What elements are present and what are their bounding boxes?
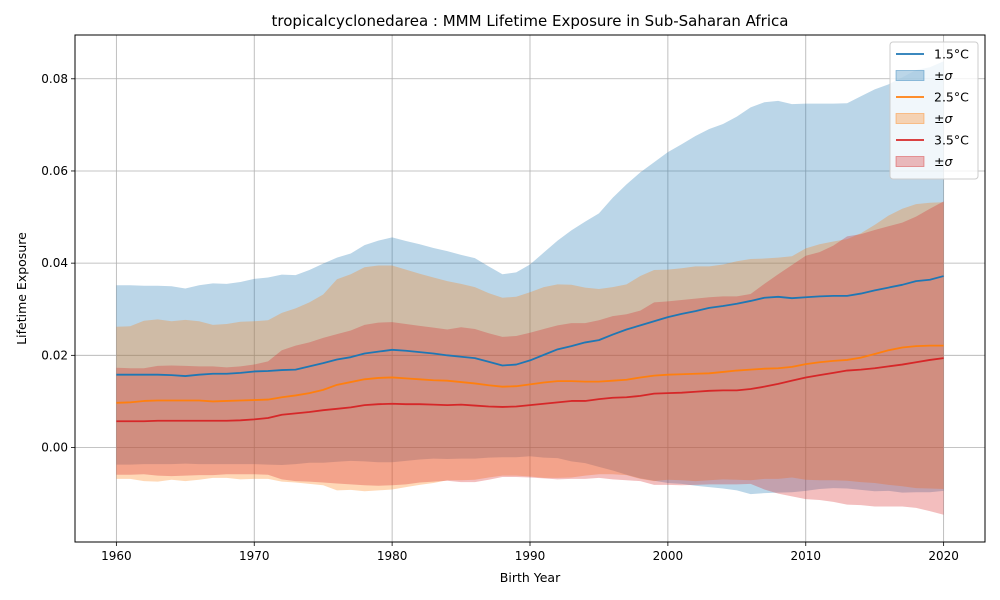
y-tick-label: 0.04	[41, 256, 68, 270]
x-tick-label: 2010	[790, 549, 821, 563]
y-tick-label: 0.08	[41, 72, 68, 86]
legend-band-label: ±σ	[934, 111, 953, 126]
x-tick-label: 2020	[928, 549, 959, 563]
x-tick-label: 1990	[515, 549, 546, 563]
line-15Cc	[116, 275, 944, 377]
legend: 1.5°C ±σ 2.5°C ±σ 3.5°C ±σ	[889, 41, 979, 180]
y-tick-label: 0.00	[41, 441, 68, 455]
y-axis-ticks: 0.00 0.02 0.04 0.06 0.08	[41, 72, 75, 455]
chart-title: tropicalcyclonedarea : MMM Lifetime Expo…	[272, 12, 789, 30]
x-tick-label: 1980	[377, 549, 408, 563]
uncertainty-bands	[116, 61, 944, 515]
legend-series-label: 1.5°C	[934, 47, 969, 62]
legend-band-label: ±σ	[934, 154, 953, 169]
gridlines	[75, 35, 985, 542]
y-axis-label: Lifetime Exposure	[14, 232, 29, 345]
legend-box	[889, 41, 979, 180]
x-tick-label: 1970	[239, 549, 270, 563]
legend-series-label: 3.5°C	[934, 133, 969, 148]
x-tick-label: 1960	[101, 549, 132, 563]
legend-series-label: 2.5°C	[934, 90, 969, 105]
x-axis-label: Birth Year	[500, 570, 561, 585]
band-15Cc	[116, 61, 944, 495]
band-25Cc	[116, 202, 944, 492]
x-axis-ticks: 1960 1970 1980 1990 2000 2010 2020	[101, 542, 959, 563]
x-tick-label: 2000	[653, 549, 684, 563]
line-25Cc	[116, 344, 944, 404]
legend-band-swatch	[895, 113, 925, 124]
line-35Cc	[116, 357, 944, 423]
band-35Cc	[116, 201, 944, 515]
legend-band-swatch	[895, 156, 925, 167]
y-tick-label: 0.06	[41, 164, 68, 178]
y-tick-label: 0.02	[41, 348, 68, 362]
series-lines	[116, 275, 944, 423]
legend-band-swatch	[895, 70, 925, 81]
legend-band-label: ±σ	[934, 68, 953, 83]
